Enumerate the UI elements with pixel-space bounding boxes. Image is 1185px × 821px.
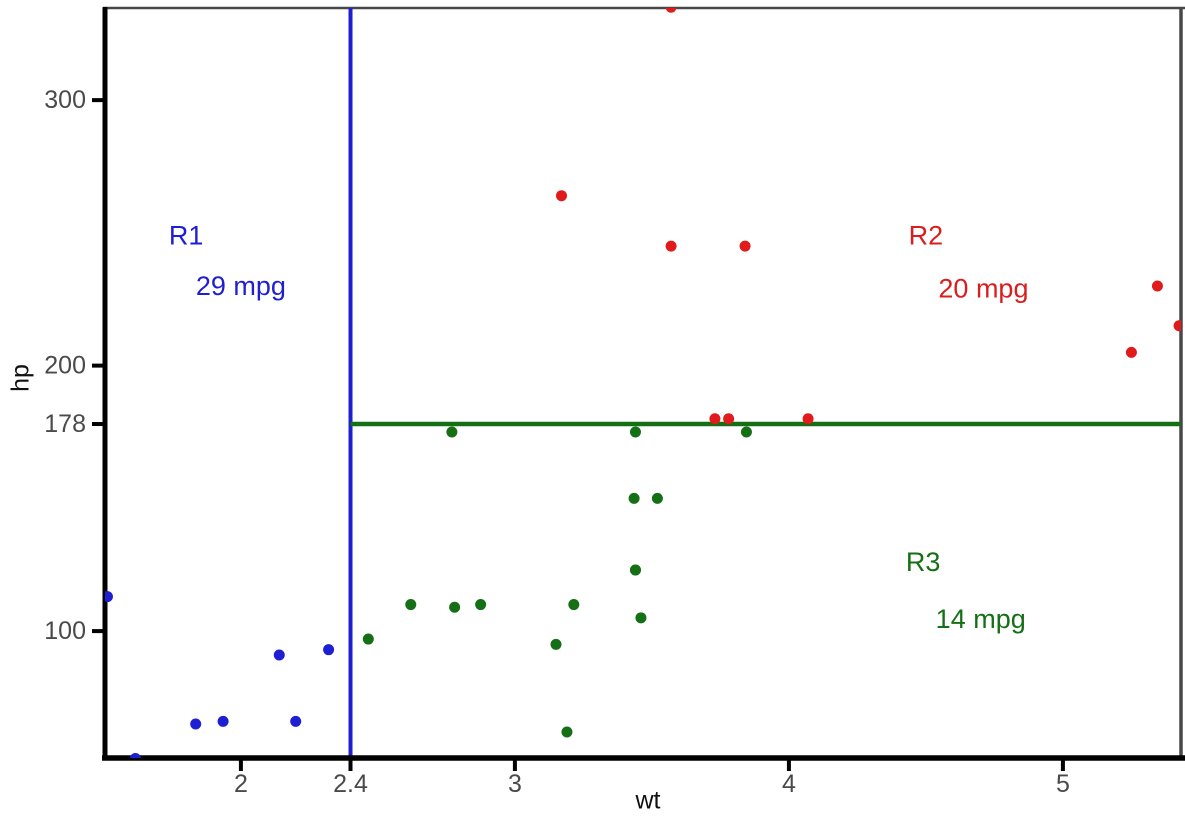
x-tick-label: 2.4 — [333, 770, 368, 798]
data-point-r1 — [105, 591, 113, 603]
data-point-r3 — [629, 564, 641, 576]
data-point-r2 — [739, 240, 751, 252]
data-point-r3 — [449, 601, 461, 613]
y-axis-title: hp — [6, 364, 35, 392]
region-annotation: 20 mpg — [938, 274, 1028, 304]
x-tick-label: 2 — [234, 770, 248, 798]
data-point-r2 — [665, 240, 677, 252]
data-point-r2 — [1173, 320, 1181, 332]
data-point-r3 — [405, 599, 417, 611]
data-point-r3 — [629, 426, 641, 438]
data-point-r3 — [568, 599, 580, 611]
data-point-r1 — [273, 649, 285, 661]
data-point-r2 — [1151, 280, 1163, 292]
data-point-r3 — [628, 492, 640, 504]
data-point-r1 — [290, 715, 302, 727]
data-point-r3 — [550, 638, 562, 650]
data-point-r3 — [651, 492, 663, 504]
data-point-r3 — [635, 612, 647, 624]
region-annotation: 29 mpg — [196, 271, 286, 301]
data-point-r2 — [665, 8, 677, 13]
x-axis-title: wt — [635, 786, 661, 815]
data-point-r2 — [723, 413, 735, 425]
data-point-r1 — [323, 644, 335, 656]
data-point-r2 — [709, 413, 721, 425]
region-annotation: 14 mpg — [936, 604, 1026, 634]
data-point-r3 — [362, 633, 374, 645]
data-point-r2 — [1125, 346, 1137, 358]
x-tick-label: 3 — [508, 770, 522, 798]
data-point-r2 — [555, 190, 567, 202]
y-tick-label: 200 — [44, 352, 86, 380]
data-point-r3 — [561, 726, 573, 738]
x-tick-label: 4 — [782, 770, 796, 798]
data-point-r1 — [129, 753, 141, 758]
region-annotation: R2 — [909, 221, 944, 251]
data-point-r3 — [740, 426, 752, 438]
y-tick-label: 178 — [44, 410, 86, 438]
data-point-r3 — [475, 599, 487, 611]
y-tick-label: 300 — [44, 86, 86, 114]
data-point-r1 — [217, 715, 229, 727]
data-point-r2 — [802, 413, 814, 425]
points-layer — [105, 8, 1181, 758]
data-point-r3 — [446, 426, 458, 438]
region-annotation: R3 — [906, 547, 941, 577]
region-annotation: R1 — [169, 221, 204, 251]
y-tick-label: 100 — [44, 617, 86, 645]
data-point-r1 — [190, 718, 202, 730]
x-tick-label: 5 — [1056, 770, 1070, 798]
